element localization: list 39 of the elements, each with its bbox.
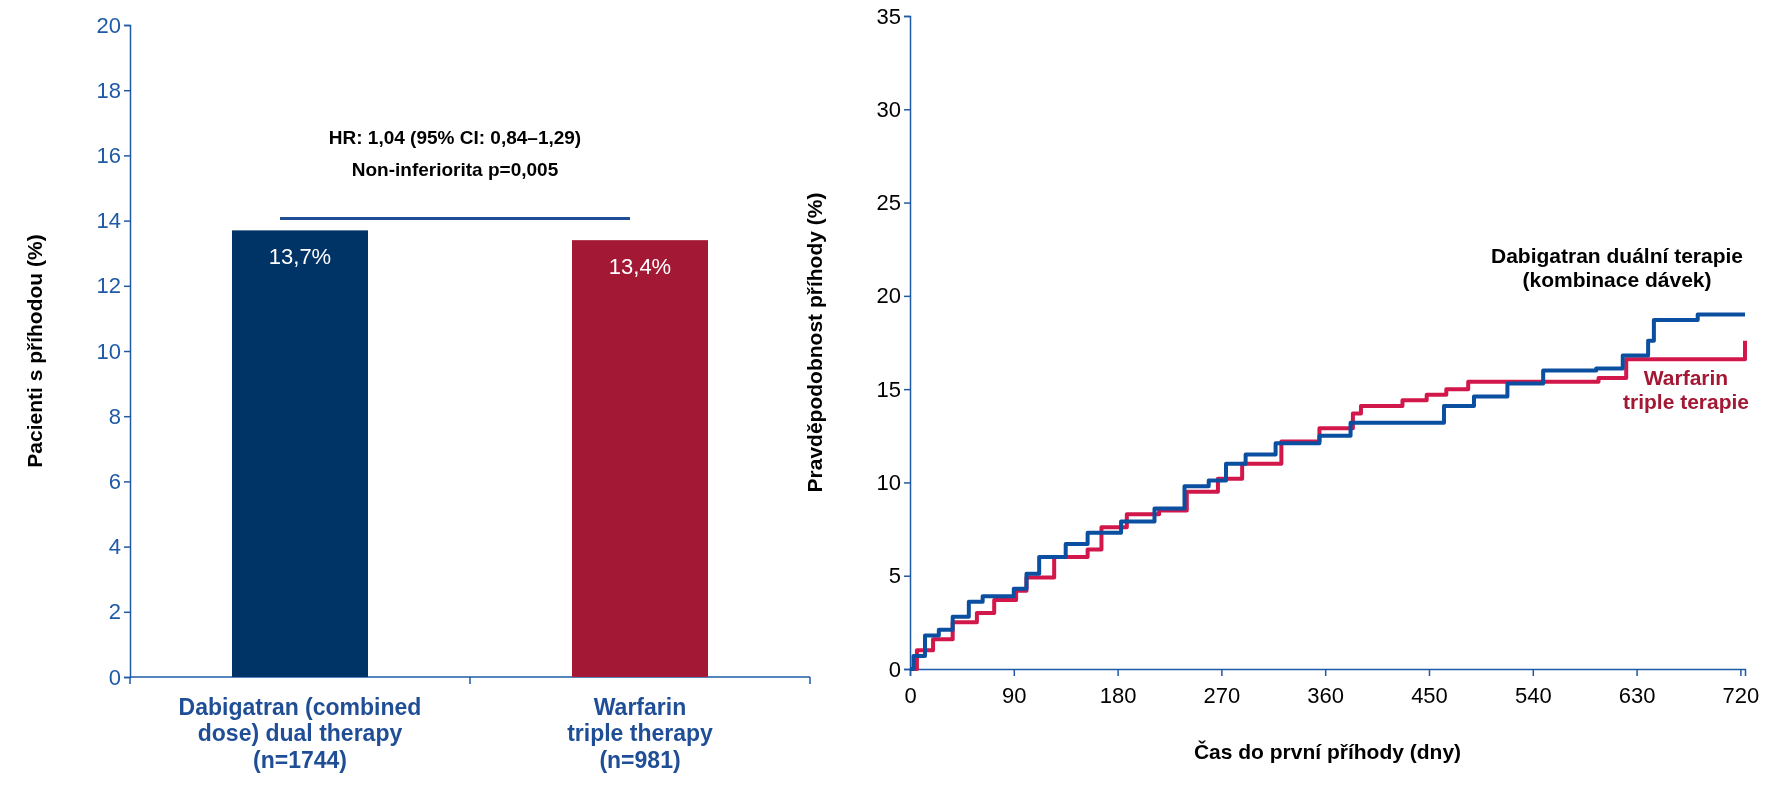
y-tick-label: 15: [876, 376, 901, 402]
y-tick-label: 10: [96, 338, 121, 364]
y-tick-label: 10: [876, 469, 901, 495]
y-tick-label: 35: [876, 3, 901, 29]
y-tick-label: 4: [108, 534, 121, 560]
series-label: Dabigatran duální terapie (kombinace dávek): [1490, 243, 1744, 291]
data-label: 13,4%: [608, 254, 672, 280]
y-tick-label: 30: [876, 96, 901, 122]
x-tick-label: 360: [1307, 683, 1345, 709]
x-tick-label: 270: [1203, 683, 1241, 709]
annotation: Non-inferiorita p=0,005: [351, 159, 559, 181]
series-label: Warfarin triple terapie: [1622, 365, 1750, 413]
x-tick-label: 540: [1514, 683, 1552, 709]
x-tick-label: 720: [1722, 683, 1760, 709]
y-tick-label: 20: [876, 283, 901, 309]
y-tick-label: 8: [108, 403, 121, 429]
x-axis-title: Čas do první příhody (dny): [1193, 740, 1462, 763]
y-axis-title: Pravděpodobnost příhody (%): [803, 192, 826, 493]
y-tick-label: 0: [888, 656, 901, 682]
y-tick-label: 25: [876, 190, 901, 216]
x-tick-label: 90: [1002, 683, 1027, 709]
y-tick-label: 5: [888, 563, 901, 589]
annotation: HR: 1,04 (95% CI: 0,84–1,29): [328, 127, 582, 149]
y-tick-label: 14: [96, 208, 121, 234]
data-label: 13,7%: [268, 244, 332, 270]
x-tick-label: Warfarin triple therapy (n=981): [567, 694, 714, 773]
x-tick-label: 180: [1099, 683, 1137, 709]
x-tick-label: 450: [1411, 683, 1448, 709]
x-tick-label: 0: [904, 683, 917, 709]
y-tick-label: 16: [96, 142, 121, 168]
y-tick-label: 12: [96, 273, 121, 299]
y-tick-label: 6: [108, 468, 121, 494]
y-tick-label: 2: [108, 599, 121, 625]
y-tick-label: 18: [96, 77, 121, 103]
x-tick-label: Dabigatran (combined dose) dual therapy (n=1744): [178, 694, 422, 773]
x-tick-label: 630: [1618, 683, 1656, 709]
y-axis-title: Pacienti s příhodou (%): [23, 234, 46, 468]
y-tick-label: 0: [108, 664, 121, 690]
y-tick-label: 20: [96, 12, 121, 38]
